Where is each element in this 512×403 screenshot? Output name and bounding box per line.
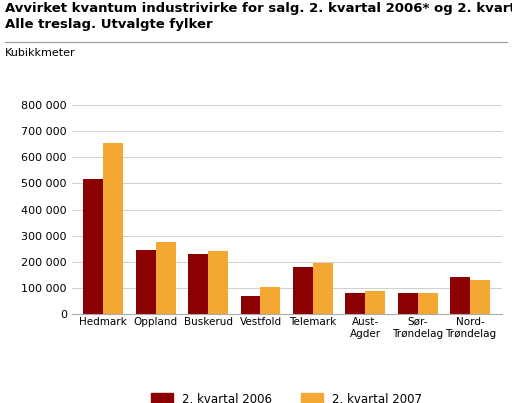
Bar: [418, 293, 438, 314]
Bar: [136, 250, 156, 314]
Bar: [293, 267, 313, 314]
Bar: [451, 277, 471, 314]
Bar: [398, 293, 418, 314]
Text: Kubikkmeter: Kubikkmeter: [5, 48, 76, 58]
Legend: 2. kvartal 2006, 2. kvartal 2007: 2. kvartal 2006, 2. kvartal 2007: [145, 387, 428, 403]
Bar: [366, 291, 386, 314]
Bar: [346, 293, 366, 314]
Bar: [261, 287, 281, 314]
Bar: [83, 179, 103, 314]
Bar: [471, 280, 490, 314]
Bar: [208, 251, 228, 314]
Bar: [241, 296, 261, 314]
Bar: [156, 242, 176, 314]
Text: Alle treslag. Utvalgte fylker: Alle treslag. Utvalgte fylker: [5, 18, 213, 31]
Bar: [103, 143, 123, 314]
Text: Avvirket kvantum industrivirke for salg. 2. kvartal 2006* og 2. kvartal 2007*.: Avvirket kvantum industrivirke for salg.…: [5, 2, 512, 15]
Bar: [313, 263, 333, 314]
Bar: [188, 253, 208, 314]
